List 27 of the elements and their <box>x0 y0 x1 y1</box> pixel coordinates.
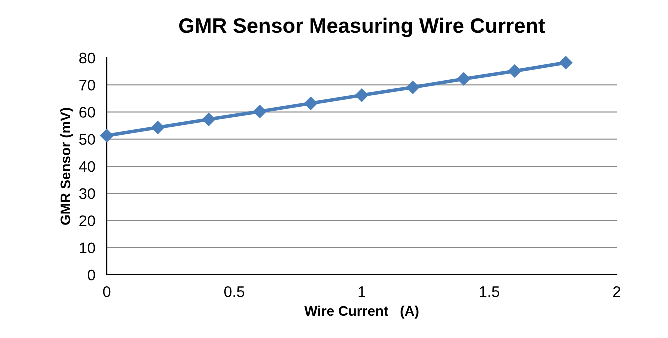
y-tick-label: 10 <box>80 242 96 254</box>
x-axis-title: Wire Current (A) <box>304 306 419 319</box>
point <box>457 72 471 86</box>
y-tick-label: 20 <box>80 216 96 226</box>
point <box>559 56 573 70</box>
point <box>100 129 114 142</box>
point <box>355 88 369 102</box>
y-tick-label: 40 <box>79 161 96 172</box>
y-axis-title: GMR Sensor (mV) <box>60 108 74 225</box>
chart-title: GMR Sensor Measuring Wire Current <box>179 18 546 38</box>
point <box>253 105 267 118</box>
point <box>202 112 216 126</box>
x-tick-label: 0.5 <box>224 286 244 298</box>
x-tick-label: 2 <box>614 286 620 298</box>
y-tick-label: 80 <box>80 52 96 64</box>
x-tick-label: 0 <box>103 286 111 298</box>
point <box>406 80 420 94</box>
point <box>151 121 165 134</box>
y-tick-label: 50 <box>80 134 96 146</box>
x-tick-label: 1.5 <box>480 286 500 298</box>
y-tick-label: 60 <box>80 107 96 118</box>
x-tick-label: 1 <box>358 286 366 298</box>
y-tick-label: 70 <box>80 80 96 91</box>
point <box>508 64 522 78</box>
point <box>304 96 318 110</box>
y-tick-label: 0 <box>88 270 96 281</box>
y-tick-label: 30 <box>79 188 96 200</box>
